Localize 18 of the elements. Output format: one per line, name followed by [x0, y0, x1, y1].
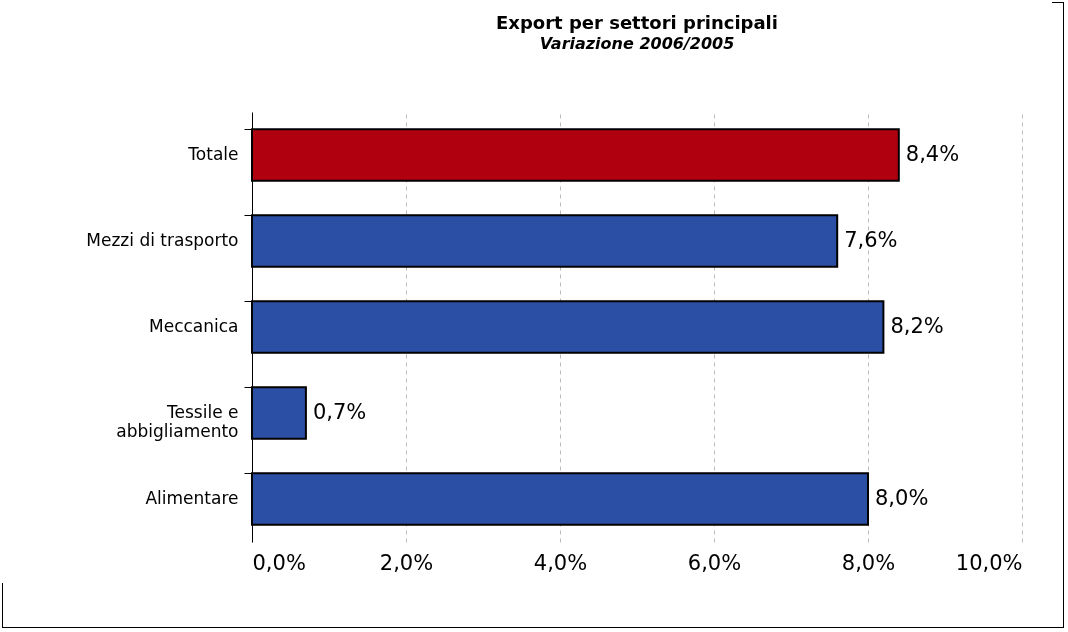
- x-tick-label: 10,0%: [955, 550, 1023, 575]
- data-label: 0,7%: [312, 400, 367, 424]
- data-label: 7,6%: [844, 228, 898, 252]
- x-tick-label: 2,0%: [379, 550, 434, 575]
- data-label: 8,0%: [875, 486, 929, 510]
- x-tick-label: 8,0%: [841, 550, 896, 575]
- x-tick-label: 4,0%: [533, 550, 588, 575]
- x-tick-label: 6,0%: [687, 550, 742, 575]
- chart-title: Export per settori principali: [496, 12, 778, 33]
- data-label: 8,4%: [905, 142, 960, 166]
- x-tick-label: 0,0%: [252, 550, 306, 575]
- y-tick-label: Tessile e abbigliamento: [116, 402, 239, 441]
- chart-subtitle: Variazione 2006/2005: [539, 34, 735, 53]
- y-tick-label: Alimentare: [145, 488, 239, 508]
- data-label: 8,2%: [890, 314, 944, 338]
- y-tick-label: Mezzi di trasporto: [86, 230, 239, 250]
- y-tick-label: Meccanica: [149, 316, 239, 336]
- y-tick-label: Totale: [187, 144, 239, 164]
